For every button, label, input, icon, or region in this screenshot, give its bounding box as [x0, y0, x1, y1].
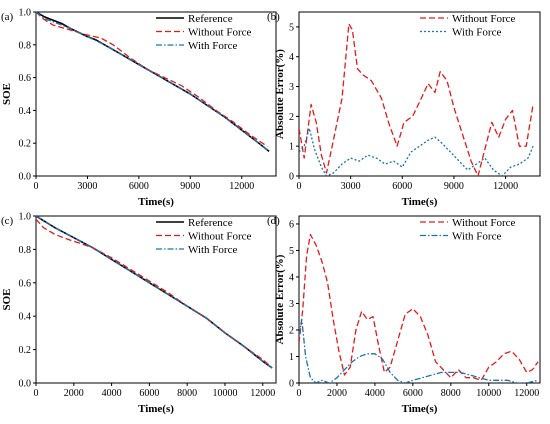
y-tick-label: 0.2 — [19, 345, 32, 356]
y-axis-title: Absolute Error(%) — [274, 49, 286, 139]
legend-label: With Force — [452, 231, 501, 243]
series-line-without-force — [36, 12, 268, 148]
series-line-without-force — [299, 233, 539, 381]
x-axis-title: Time(s) — [138, 196, 174, 208]
y-tick-label: 1.0 — [19, 212, 32, 223]
panel-label: (c) — [1, 215, 14, 227]
x-tick-label: 4000 — [102, 388, 122, 399]
y-tick-label: 0.4 — [19, 312, 32, 323]
x-tick-label: 10000 — [476, 388, 501, 399]
y-tick-label: 1 — [289, 142, 294, 153]
y-tick-label: 0.8 — [19, 40, 32, 51]
plot-frame — [298, 215, 541, 384]
legend-label: Reference — [188, 217, 233, 229]
y-tick-label: 4 — [289, 272, 294, 283]
y-tick-label: 4 — [289, 52, 294, 63]
legend-label: Without Force — [188, 27, 252, 39]
y-axis-title: SOE — [1, 83, 13, 105]
legend-label: With Force — [188, 244, 237, 256]
y-tick-label: 0.6 — [19, 73, 32, 84]
legend-label: With Force — [452, 27, 501, 39]
x-tick-label: 8000 — [177, 388, 197, 399]
y-tick-label: 2 — [289, 112, 294, 123]
x-tick-label: 2000 — [64, 388, 84, 399]
x-tick-label: 2000 — [327, 388, 347, 399]
x-tick-label: 12000 — [229, 181, 254, 192]
x-tick-label: 4000 — [365, 388, 385, 399]
x-tick-label: 12000 — [514, 388, 539, 399]
series-group — [36, 12, 270, 153]
panel-label: (a) — [1, 11, 14, 23]
legend-label: Reference — [188, 13, 233, 25]
y-axis-title: Absolute Error(%) — [274, 254, 286, 344]
plot-frame — [35, 215, 277, 384]
y-tick-label: 0.2 — [19, 139, 32, 150]
x-tick-label: 0 — [34, 388, 39, 399]
x-tick-label: 9000 — [444, 181, 464, 192]
legend-label: Without Force — [452, 13, 516, 25]
y-tick-label: 0.0 — [19, 172, 32, 183]
plot-frame — [298, 11, 541, 177]
panel-d: 0 2000 4000 6000 8000 10000 12000 0 1 2 3 4 5 6 Time(s… — [267, 215, 541, 415]
y-tick-label: 0 — [289, 379, 294, 390]
series-line-with-force — [299, 318, 539, 383]
series-line-with-force — [299, 127, 534, 176]
series-group — [299, 23, 534, 176]
y-tick-label: 5 — [289, 246, 294, 257]
y-tick-label: 1 — [289, 352, 294, 363]
y-tick-label: 6 — [289, 219, 294, 230]
legend-label: With Force — [188, 40, 237, 52]
x-tick-label: 3000 — [341, 181, 361, 192]
legend-label: Without Force — [452, 217, 516, 229]
series-line-with-force — [36, 216, 273, 369]
y-tick-label: 0.4 — [19, 106, 32, 117]
y-tick-label: 0.6 — [19, 278, 32, 289]
series-line-with-force — [36, 12, 270, 152]
series-line-without-force — [299, 23, 534, 176]
x-tick-label: 6000 — [129, 181, 149, 192]
y-tick-label: 3 — [289, 299, 294, 310]
x-tick-label: 10000 — [212, 388, 237, 399]
x-axis-title: Time(s) — [402, 196, 438, 208]
x-tick-label: 0 — [297, 388, 302, 399]
legend-label: Without Force — [188, 231, 252, 243]
x-tick-label: 0 — [34, 181, 39, 192]
y-tick-label: 0.8 — [19, 245, 32, 256]
x-tick-label: 3000 — [77, 181, 97, 192]
x-tick-label: 12000 — [250, 388, 275, 399]
x-tick-label: 6000 — [392, 181, 412, 192]
x-tick-label: 8000 — [441, 388, 461, 399]
panel-label: (d) — [267, 215, 280, 227]
x-tick-label: 6000 — [403, 388, 423, 399]
x-tick-label: 0 — [297, 181, 302, 192]
x-tick-label: 9000 — [180, 181, 200, 192]
x-axis-title: Time(s) — [402, 403, 438, 415]
y-tick-label: 0 — [289, 172, 294, 183]
x-axis-title: Time(s) — [138, 403, 174, 415]
y-tick-label: 0.0 — [19, 379, 32, 390]
y-tick-label: 1.0 — [19, 8, 32, 19]
panel-a: 0 3000 6000 9000 12000 0.0 0.2 0.4 0.6 0.8 1.0 Time… — [1, 8, 277, 208]
x-tick-label: 12000 — [493, 181, 518, 192]
y-axis-title: SOE — [1, 288, 13, 310]
panel-c: 0 2000 4000 6000 8000 10000 12000 0.0 0.2 0.4 0.6 0… — [1, 212, 277, 415]
x-tick-label: 6000 — [139, 388, 159, 399]
y-tick-label: 3 — [289, 82, 294, 93]
y-tick-label: 2 — [289, 325, 294, 336]
series-line-without-force — [36, 218, 273, 369]
series-group — [299, 233, 539, 383]
panel-b: 0 3000 6000 9000 12000 0 1 2 3 4 5 Time(s) Absolute … — [267, 11, 541, 208]
series-group — [36, 216, 273, 369]
panel-label: (b) — [267, 11, 280, 23]
y-tick-label: 5 — [289, 22, 294, 33]
plot-frame — [35, 11, 277, 177]
